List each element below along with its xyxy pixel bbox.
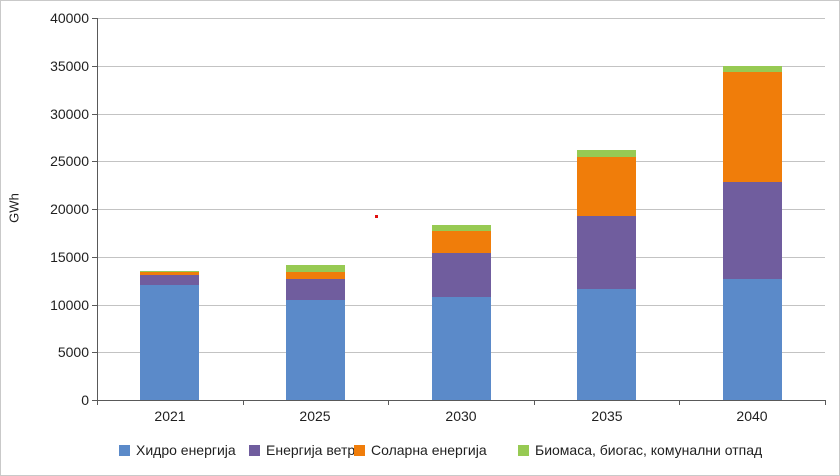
bar-2021-segment-4 (140, 271, 199, 273)
bar-2035-segment-3 (577, 157, 636, 216)
x-tick-label-2040: 2040 (736, 408, 768, 424)
bar-2030-segment-3 (432, 230, 491, 253)
y-tick-label-20000: 20000 (50, 201, 89, 217)
legend-item-3: Соларна енергија (354, 439, 487, 461)
x-tick-2 (388, 400, 389, 405)
y-tick-30000 (92, 114, 97, 115)
bar-2035-segment-2 (577, 215, 636, 290)
y-axis-title: GWh (6, 193, 22, 223)
x-tick-label-2035: 2035 (591, 408, 623, 424)
legend-label-3: Соларна енергија (371, 442, 487, 458)
y-tick-label-40000: 40000 (50, 10, 89, 26)
x-axis-line (92, 400, 826, 401)
bar-2021-segment-1 (140, 285, 199, 400)
bar-2025-segment-3 (286, 272, 345, 279)
x-tick-label-2030: 2030 (445, 408, 477, 424)
legend-item-4: Биомаса, биогас, комунални отпад (518, 439, 762, 461)
y-tick-35000 (92, 66, 97, 67)
bar-2040-segment-1 (723, 278, 782, 400)
x-tick-5 (825, 400, 826, 405)
x-tick-3 (534, 400, 535, 405)
bar-2040-segment-3 (723, 72, 782, 182)
bar-2025-segment-1 (286, 299, 345, 400)
y-tick-label-5000: 5000 (57, 344, 89, 360)
y-tick-40000 (92, 18, 97, 19)
legend-swatch-3 (354, 444, 365, 456)
gridline-30000 (98, 114, 825, 115)
y-axis-line (97, 18, 98, 401)
bar-2021-segment-3 (140, 272, 199, 275)
y-tick-10000 (92, 305, 97, 306)
y-tick-label-0: 0 (81, 392, 89, 408)
y-tick-label-25000: 25000 (50, 153, 89, 169)
x-tick-0 (97, 400, 98, 405)
legend-label-1: Хидро енергија (136, 442, 236, 458)
bar-2025-segment-4 (286, 264, 345, 273)
gridline-40000 (98, 18, 825, 19)
y-tick-label-35000: 35000 (50, 58, 89, 74)
y-tick-label-15000: 15000 (50, 249, 89, 265)
y-tick-0 (92, 400, 97, 401)
gridline-25000 (98, 161, 825, 162)
x-tick-4 (679, 400, 680, 405)
legend: Хидро енергија Енергија ветра Соларна енер… (1, 439, 839, 465)
bar-2021-segment-2 (140, 274, 199, 286)
bar-2035-segment-1 (577, 289, 636, 400)
legend-item-1: Хидро енергија (119, 439, 236, 461)
gridline-35000 (98, 66, 825, 67)
bar-2040-segment-2 (723, 181, 782, 279)
legend-label-2: Енергија ветра (266, 442, 363, 458)
legend-swatch-4 (518, 444, 529, 456)
gridline-20000 (98, 209, 825, 210)
y-tick-15000 (92, 257, 97, 258)
bar-2025-segment-2 (286, 278, 345, 300)
legend-swatch-1 (119, 444, 130, 456)
y-tick-5000 (92, 352, 97, 353)
y-tick-20000 (92, 209, 97, 210)
y-tick-label-10000: 10000 (50, 297, 89, 313)
y-tick-25000 (92, 161, 97, 162)
x-tick-1 (243, 400, 244, 405)
legend-swatch-2 (249, 444, 260, 456)
bar-2030-segment-2 (432, 252, 491, 297)
bar-2040-segment-4 (723, 65, 782, 73)
bar-2030-segment-4 (432, 224, 491, 231)
x-tick-label-2025: 2025 (299, 408, 331, 424)
bar-2030-segment-1 (432, 296, 491, 400)
stray-red-dot (375, 215, 378, 218)
y-tick-label-30000: 30000 (50, 106, 89, 122)
legend-label-4: Биомаса, биогас, комунални отпад (535, 442, 763, 458)
bar-2035-segment-4 (577, 150, 636, 158)
legend-item-2: Енергија ветра (249, 439, 363, 461)
x-tick-label-2021: 2021 (154, 408, 186, 424)
